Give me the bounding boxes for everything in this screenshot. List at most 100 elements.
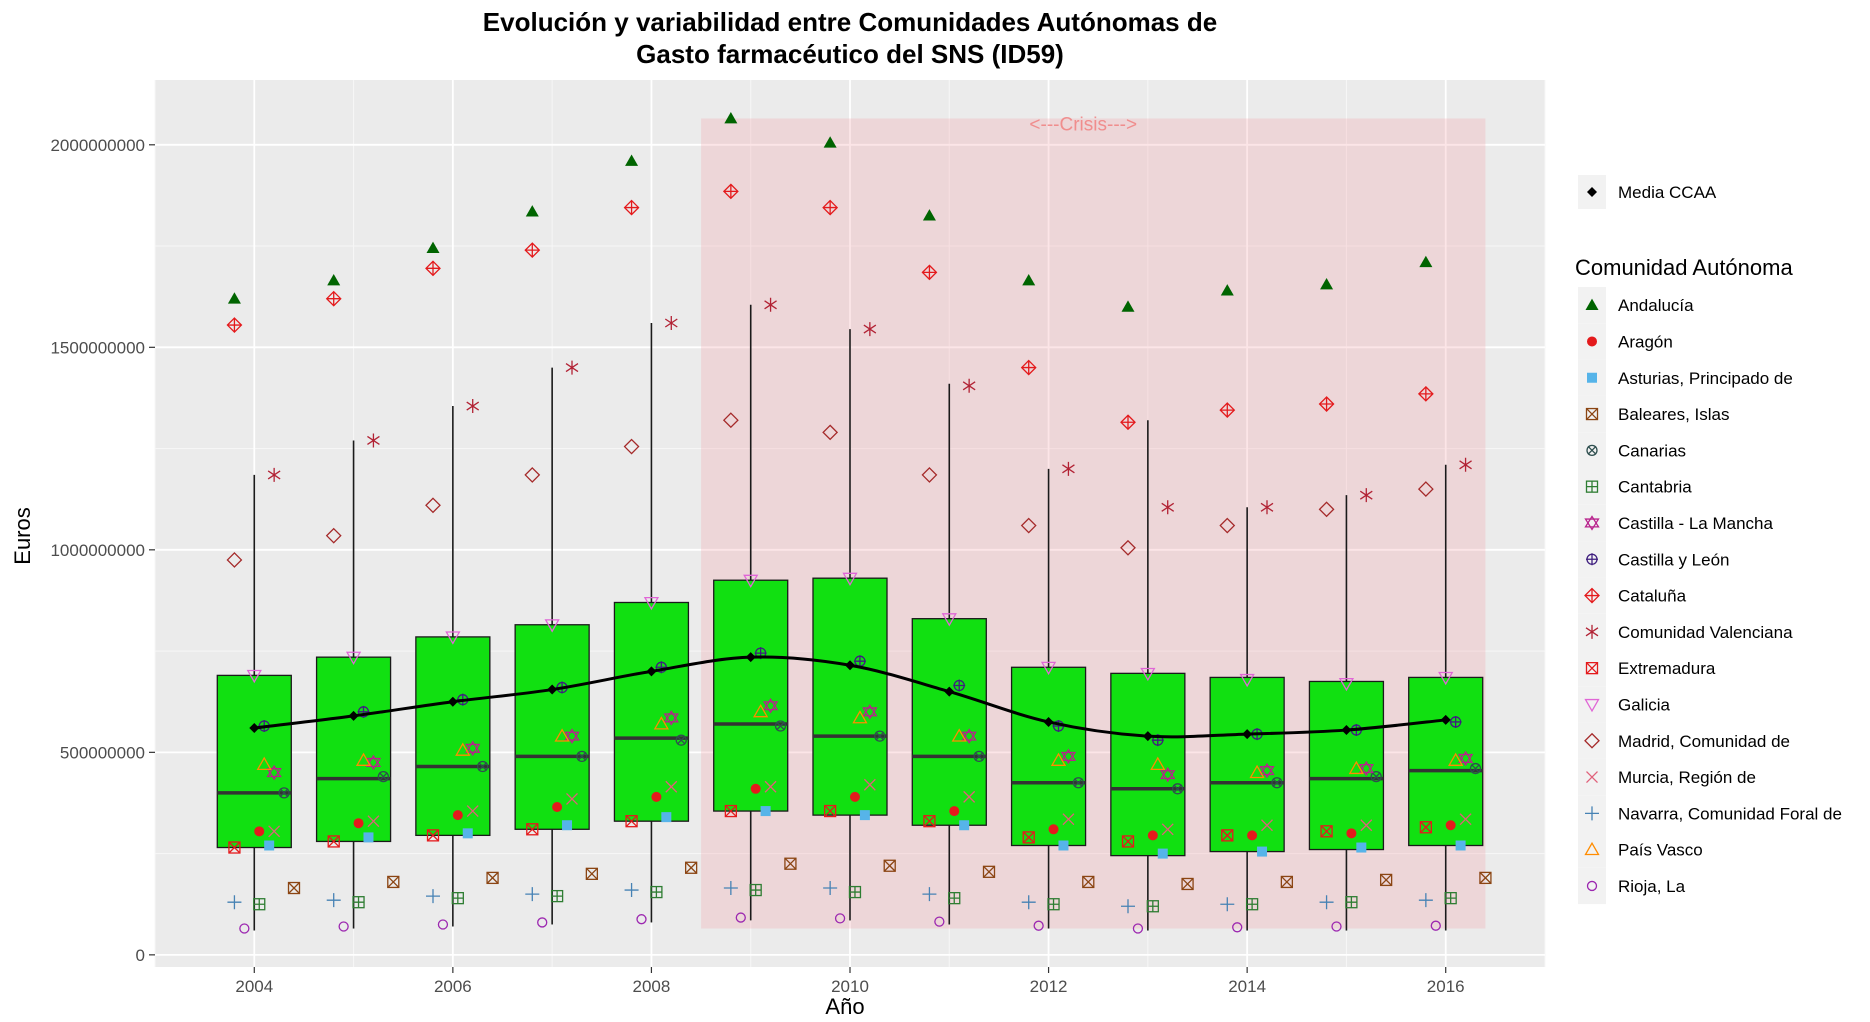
point [525, 887, 540, 902]
point [1220, 897, 1235, 912]
point [1020, 517, 1037, 534]
legend-label: Asturias, Principado de [1618, 369, 1793, 388]
legend-label: Cataluña [1618, 587, 1687, 606]
point [254, 826, 265, 837]
point [562, 820, 573, 831]
point [525, 205, 539, 217]
mean-point [348, 710, 359, 721]
point [973, 750, 985, 763]
point [367, 815, 380, 828]
point [355, 752, 372, 766]
point [325, 290, 342, 307]
box-2015 [1308, 495, 1385, 931]
mean-point [745, 652, 756, 663]
point [1033, 920, 1044, 931]
x-tick-label: 2010 [831, 977, 869, 996]
point [1331, 921, 1342, 932]
x-tick-label: 2014 [1228, 977, 1266, 996]
point [1239, 673, 1255, 688]
mean-point [1043, 716, 1054, 727]
point [365, 754, 382, 771]
legend-title: Comunidad Autónoma [1575, 255, 1793, 280]
point [278, 787, 290, 799]
point [239, 923, 250, 934]
point [724, 111, 738, 124]
series-Baleares, Islas [287, 857, 1492, 895]
point [625, 154, 639, 166]
box-iqr [911, 618, 987, 826]
x-tick-label: 2012 [1030, 977, 1068, 996]
point [823, 136, 837, 148]
mean-point [249, 723, 260, 734]
point [675, 734, 687, 746]
plot-panel: <---Crisis---> [154, 80, 1546, 967]
point [1260, 500, 1274, 515]
point [750, 783, 761, 794]
point [1345, 896, 1358, 909]
x-tick-label: 2008 [633, 977, 671, 996]
legend-label: Extremadura [1618, 659, 1716, 678]
legend-label: Comunidad Valenciana [1618, 623, 1793, 642]
legend-label: Navarra, Comunidad Foral de [1618, 804, 1842, 823]
legend-icon [1584, 515, 1600, 531]
point [268, 825, 281, 838]
point [1140, 667, 1156, 682]
point [863, 778, 876, 791]
point [1121, 835, 1135, 848]
x-tick-label: 2006 [434, 977, 472, 996]
point [723, 881, 738, 896]
point [226, 317, 243, 333]
y-axis-label: Euros [10, 507, 35, 564]
point [1219, 517, 1236, 534]
point [566, 792, 578, 805]
point [452, 810, 463, 821]
point [338, 921, 349, 932]
box-iqr [315, 656, 392, 843]
point [849, 791, 860, 802]
legend-icon [1585, 407, 1599, 421]
series-Canarias [278, 720, 1482, 799]
point [264, 840, 275, 851]
legend-label: Galicia [1618, 695, 1671, 714]
point [462, 828, 473, 839]
point [764, 297, 777, 312]
legend-label: Castilla - La Mancha [1618, 514, 1774, 533]
point [1438, 671, 1454, 686]
point [1479, 871, 1492, 885]
point [352, 896, 365, 909]
mean-point [646, 666, 657, 677]
box-iqr [1308, 680, 1385, 851]
point [953, 679, 966, 692]
point [1271, 777, 1283, 789]
legend-key [1578, 722, 1606, 759]
point [1469, 762, 1482, 775]
point [1040, 661, 1057, 676]
point [564, 728, 580, 744]
legend-icon [1586, 771, 1598, 784]
series-Extremadura [228, 804, 1433, 854]
point [1430, 920, 1441, 931]
series-Cantabria [253, 883, 1457, 913]
point [961, 728, 977, 744]
point [1022, 273, 1036, 286]
point [466, 399, 480, 414]
box-2004 [216, 474, 292, 931]
box-2009 [713, 304, 789, 921]
point [762, 698, 779, 714]
crisis-label: <---Crisis---> [1029, 114, 1137, 135]
point [552, 802, 563, 813]
point [266, 764, 282, 781]
point [1060, 748, 1077, 765]
point [1181, 877, 1194, 891]
point [327, 273, 341, 286]
point [643, 596, 660, 611]
point [1457, 750, 1474, 767]
point [1247, 830, 1258, 841]
point [353, 818, 364, 829]
box-2010 [812, 329, 888, 921]
x-axis-label: Año [825, 994, 864, 1019]
point [760, 806, 771, 817]
point [874, 730, 886, 742]
legend-icon [1584, 698, 1600, 713]
